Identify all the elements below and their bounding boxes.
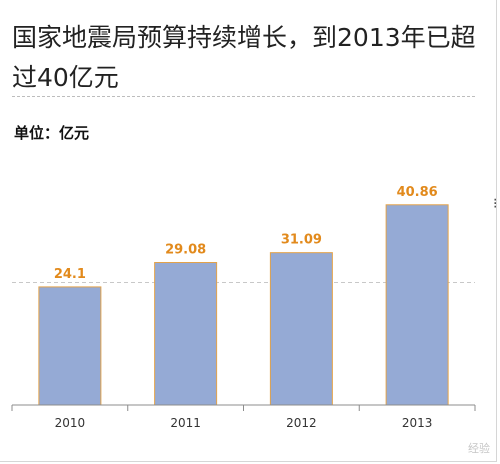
bar-2010 bbox=[38, 286, 102, 406]
category-label-2012: 2012 bbox=[286, 416, 317, 430]
watermark-text: 经验 bbox=[468, 442, 490, 455]
value-label-2010: 24.1 bbox=[54, 267, 86, 282]
category-label-2010: 2010 bbox=[55, 416, 86, 430]
category-label-2011: 2011 bbox=[170, 416, 201, 430]
bar-2013 bbox=[385, 204, 449, 406]
unit-label: 单位：亿元 bbox=[14, 124, 90, 142]
chart-title: 国家地震局预算持续增长，到2013年已超过40亿元 bbox=[12, 23, 476, 92]
category-label-2013: 2013 bbox=[402, 416, 433, 430]
bar-2011 bbox=[154, 262, 218, 406]
value-label-2012: 31.09 bbox=[281, 233, 322, 248]
bar-2012 bbox=[269, 252, 333, 406]
title-divider bbox=[12, 96, 475, 97]
value-label-2011: 29.08 bbox=[165, 243, 206, 258]
value-label-2013: 40.86 bbox=[397, 185, 438, 200]
edge-mark: ⁝ bbox=[493, 196, 498, 212]
